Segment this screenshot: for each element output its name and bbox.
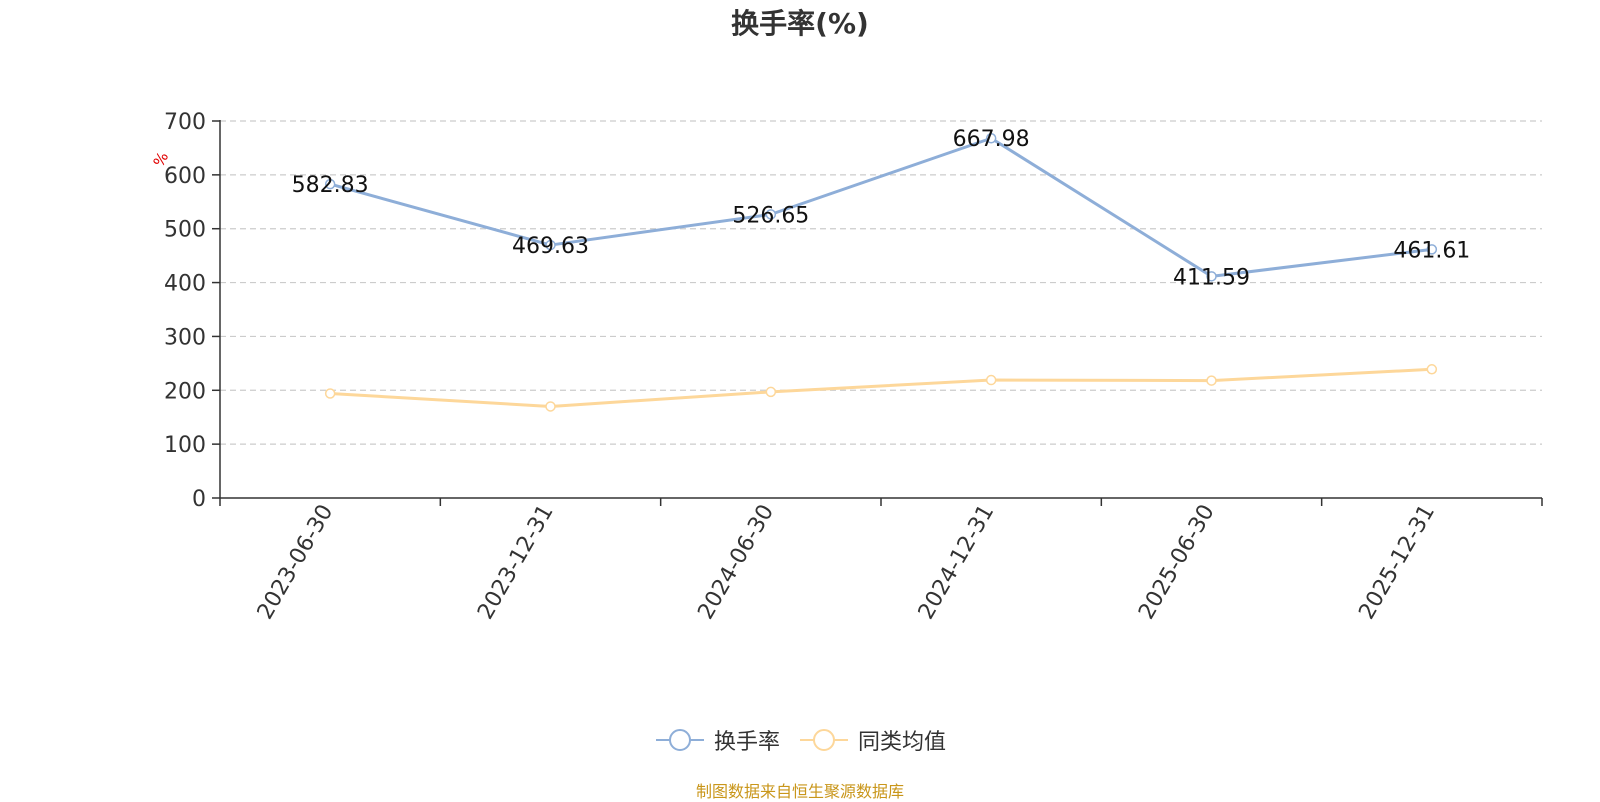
y-axis-ticks: 0 100 200 300 400 500 600 700 <box>164 110 220 512</box>
data-labels: 582.83 469.63 526.65 667.98 411.59 461.61 <box>292 127 1471 290</box>
y-tick-label: 0 <box>192 487 206 512</box>
gridlines <box>220 120 1542 445</box>
y-tick-label: 500 <box>164 218 206 243</box>
x-tick-label: 2024-06-30 <box>693 501 779 624</box>
legend-line-circle-icon <box>800 729 848 751</box>
data-label: 667.98 <box>953 127 1030 152</box>
x-tick-label: 2025-06-30 <box>1134 501 1220 624</box>
x-tick-label: 2023-12-31 <box>473 501 559 624</box>
y-tick-label: 300 <box>164 325 206 350</box>
legend: 换手率 同类均值 <box>0 722 1600 758</box>
legend-line-circle-icon <box>655 729 704 751</box>
series-line-1 <box>330 367 1432 408</box>
data-point <box>985 374 997 386</box>
x-tick-label: 2025-12-31 <box>1354 501 1440 624</box>
series-lines <box>324 132 1438 412</box>
data-point <box>1206 375 1217 386</box>
data-point <box>324 178 336 190</box>
y-tick-label: 200 <box>164 379 206 404</box>
legend-item-peer-average[interactable]: 同类均值 <box>798 724 946 756</box>
data-label: 469.63 <box>512 234 589 259</box>
series-line-0 <box>329 136 1433 278</box>
data-point <box>1426 364 1438 375</box>
data-point <box>1426 244 1438 255</box>
data-label: 461.61 <box>1393 238 1470 263</box>
legend-label-peer-average: 同类均值 <box>858 730 947 755</box>
data-point <box>985 132 997 144</box>
data-point <box>545 239 556 251</box>
data-label: 411.59 <box>1173 265 1250 290</box>
data-point <box>545 401 556 412</box>
x-axis-ticks: 2023-06-30 2023-12-31 2024-06-30 2024-12-31… <box>219 498 1543 624</box>
y-tick-label: 100 <box>164 433 206 458</box>
data-point <box>765 386 777 398</box>
data-label: 582.83 <box>292 173 369 198</box>
x-tick-label: 2024-12-31 <box>914 501 1000 624</box>
legend-item-turnover[interactable]: 换手率 <box>654 724 780 756</box>
data-source-note: 制图数据来自恒生聚源数据库 <box>695 782 904 801</box>
chart-title: 换手率(%) <box>731 7 869 40</box>
data-label: 526.65 <box>732 203 809 228</box>
y-tick-label: 400 <box>164 272 206 297</box>
y-tick-label: 600 <box>164 164 206 189</box>
data-point <box>1206 271 1217 282</box>
data-point <box>324 388 336 399</box>
legend-label-turnover: 换手率 <box>713 730 780 755</box>
data-point <box>765 209 777 220</box>
x-tick-label: 2023-06-30 <box>253 501 339 624</box>
y-tick-label: 700 <box>164 110 206 135</box>
